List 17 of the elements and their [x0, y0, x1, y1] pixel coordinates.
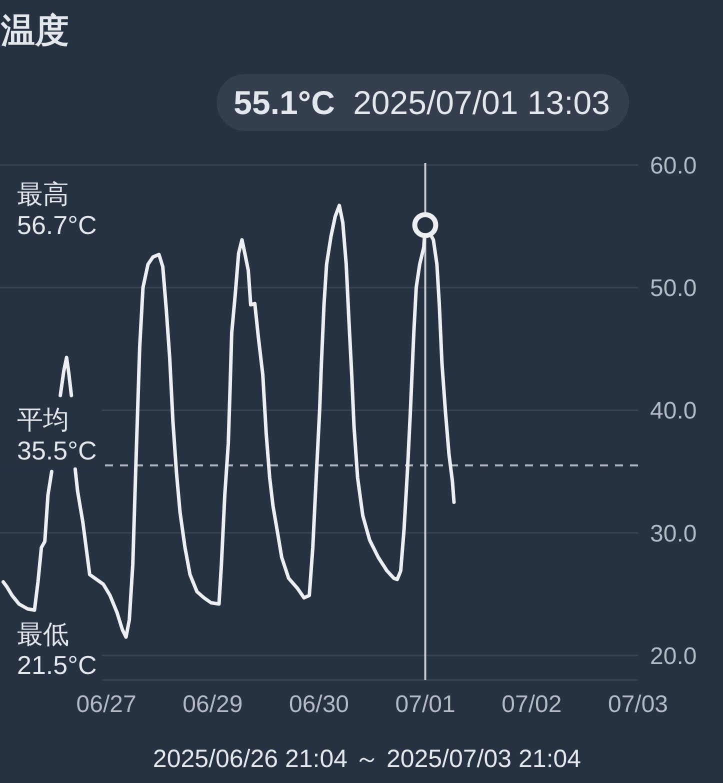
x-tick-label: 06/29 — [182, 691, 243, 718]
x-tick-label: 07/02 — [502, 691, 562, 718]
text: 2025/06/26 21:04 ～ 2025/07/03 21:04 — [152, 745, 582, 773]
x-tick-label: 07/01 — [395, 691, 456, 718]
text: 55.1°C 2025/07/01 13:03 — [234, 84, 610, 121]
y-tick-label: 60.0 — [650, 152, 697, 180]
x-tick-label: 07/03 — [608, 691, 668, 718]
annotation: 最高 56.7°C — [17, 179, 97, 240]
x-tick-label: 06/30 — [288, 691, 350, 718]
y-tick-label: 20.0 — [650, 642, 697, 670]
annotation: 最低 21.5°C — [17, 619, 97, 680]
y-tick-label: 50.0 — [650, 275, 697, 302]
chart-title: 温度 — [0, 12, 69, 50]
ref-line-label: 平均 35.5°C — [17, 404, 97, 466]
y-tick-label: 40.0 — [650, 398, 697, 425]
y-tick-label: 30.0 — [650, 520, 697, 548]
x-tick-label: 06/27 — [76, 691, 136, 718]
